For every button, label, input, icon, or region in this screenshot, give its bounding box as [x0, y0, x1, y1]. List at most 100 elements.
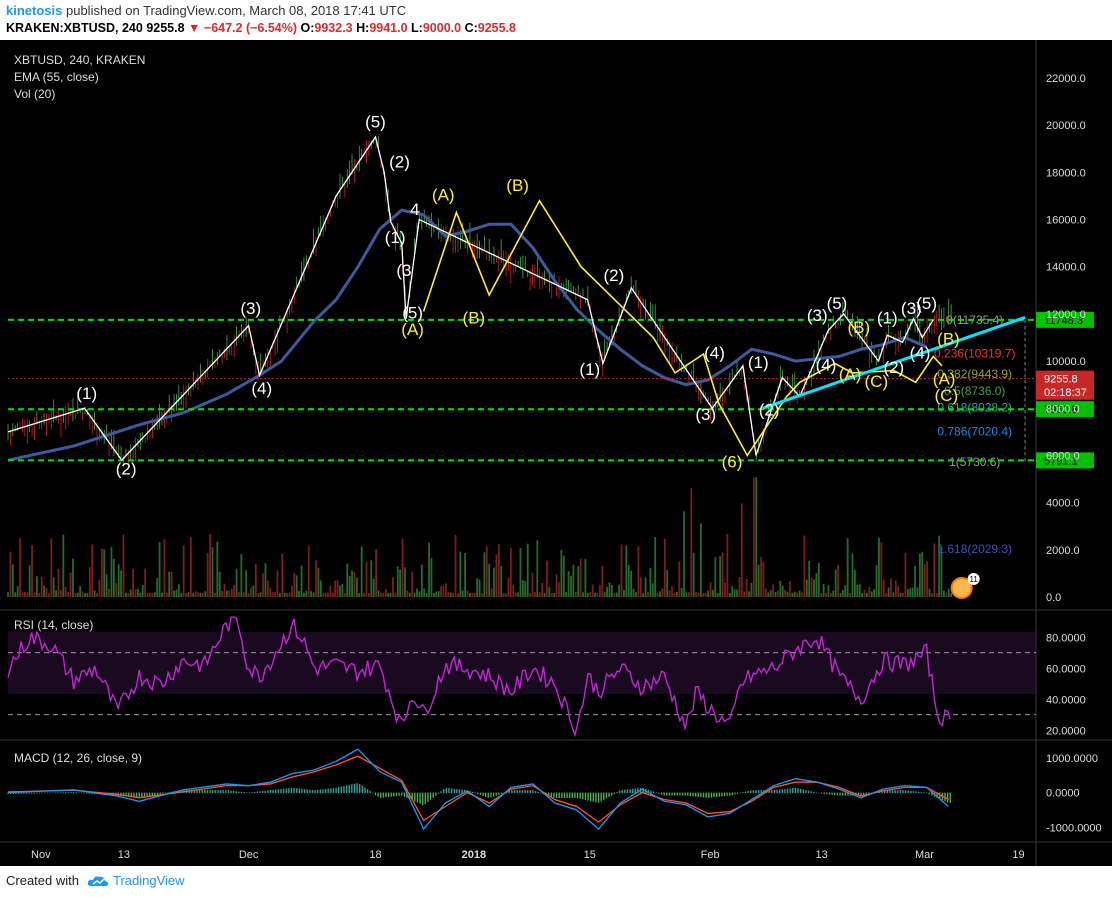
volume-bar [307, 545, 310, 597]
macd-histogram-bar [655, 792, 657, 794]
macd-histogram-bar [918, 791, 920, 794]
volume-bar [930, 592, 933, 597]
volume-bar [853, 569, 856, 597]
volume-bar [767, 592, 770, 597]
volume-bar [168, 571, 171, 597]
macd-histogram-bar [267, 790, 269, 794]
macd-histogram-bar [771, 790, 773, 794]
published-text: published on TradingView.com, March 08, … [65, 3, 407, 18]
macd-histogram-bar [149, 792, 151, 797]
macd-histogram-bar [708, 792, 710, 798]
macd-histogram-bar [23, 792, 25, 794]
volume-bar [606, 586, 608, 597]
price-tick-label: 12000.0 [1046, 309, 1086, 321]
volume-bar [377, 590, 380, 597]
volume-bar [550, 592, 553, 597]
volume-bar [317, 567, 320, 597]
low-value: 9000.0 [422, 21, 462, 35]
macd-histogram-bar [862, 792, 865, 795]
macd-histogram-bar [589, 792, 592, 802]
tradingview-logo[interactable]: TradingView [87, 873, 185, 888]
volume-bar [214, 592, 216, 597]
macd-histogram-bar [547, 792, 550, 796]
volume-bar [940, 546, 943, 597]
volume-bar [601, 565, 604, 597]
macd-histogram-bar [894, 790, 896, 794]
volume-bar [425, 592, 428, 597]
macd-histogram-bar [705, 792, 707, 798]
macd-histogram-bar [537, 791, 539, 794]
volume-bar [548, 586, 551, 597]
volume-bar [692, 552, 695, 597]
macd-histogram-bar [550, 792, 553, 797]
volume-bar [324, 592, 327, 597]
macd-histogram-bar [595, 792, 597, 803]
macd-histogram-bar [359, 784, 361, 794]
macd-histogram-bar [613, 792, 616, 795]
macd-histogram-bar [574, 792, 576, 798]
legend-ema: EMA (55, close) [14, 70, 99, 84]
volume-bar [560, 549, 563, 597]
macd-histogram-bar [366, 789, 369, 794]
macd-histogram-bar [899, 790, 902, 794]
macd-histogram-bar [296, 788, 298, 794]
chart-area[interactable]: 0(11735.4) 0.236(10319.7) 0.382(9443.9) 0.5… [0, 40, 1112, 866]
volume-bar [269, 587, 272, 597]
volume-bar [594, 592, 596, 597]
macd-histogram-bar [272, 789, 274, 794]
macd-histogram-bar [419, 792, 421, 804]
volume-bar [141, 585, 144, 597]
author-name[interactable]: kinetosis [6, 3, 63, 18]
macd-histogram-bar [458, 789, 461, 794]
volume-bar [906, 589, 909, 597]
volume-bar [19, 538, 21, 597]
macd-histogram-bar [673, 792, 676, 796]
macd-histogram-bar [212, 790, 214, 794]
support-price-tag [1036, 401, 1094, 418]
volume-bar [110, 547, 113, 597]
macd-histogram-bar [529, 790, 532, 794]
volume-bar [803, 535, 806, 597]
macd-histogram-bar [49, 792, 51, 794]
volume-bar [731, 586, 734, 597]
volume-bar [216, 541, 219, 597]
macd-histogram-bar [421, 792, 424, 805]
volume-bar [103, 549, 106, 597]
volume-bar [469, 593, 471, 597]
wave-label: (2) [389, 153, 410, 172]
macd-histogram-bar [721, 792, 723, 797]
macd-histogram-bar [587, 792, 589, 801]
fib-level-label: 1.618(2029.3) [937, 542, 1012, 556]
volume-bar [567, 571, 570, 597]
macd-histogram-bar [322, 789, 324, 794]
time-tick-label: 13 [816, 849, 828, 861]
macd-histogram-bar [343, 785, 345, 794]
macd-histogram-bar [928, 792, 930, 795]
volume-bar [639, 577, 642, 597]
countdown-tag [1036, 383, 1094, 400]
macd-histogram-bar [288, 788, 290, 794]
macd-histogram-bar [508, 790, 511, 794]
chart-svg[interactable]: 0(11735.4) 0.236(10319.7) 0.382(9443.9) 0.5… [0, 40, 1112, 866]
volume-bar [577, 566, 580, 597]
volume-bar [189, 536, 192, 597]
volume-bar [517, 592, 519, 597]
macd-histogram-bar [844, 792, 846, 796]
volume-bar [565, 592, 568, 597]
macd-histogram-bar [860, 792, 862, 796]
macd-histogram-bar [534, 791, 537, 794]
price-tick-label: 10000.0 [1046, 356, 1086, 368]
volume-bar [750, 582, 753, 597]
macd-histogram-bar [797, 788, 799, 794]
time-tick-label: 19 [1012, 849, 1024, 861]
volume-bar [144, 568, 147, 597]
time-tick-label: Dec [239, 849, 259, 861]
macd-histogram-bar [540, 792, 542, 794]
volume-bar [23, 591, 26, 597]
volume-bar [7, 592, 9, 597]
volume-bar [714, 557, 717, 597]
rsi-band-fill [8, 632, 1036, 694]
volume-bar [702, 592, 705, 597]
volume-bar [707, 590, 710, 597]
wave-label: (C) [935, 386, 959, 405]
